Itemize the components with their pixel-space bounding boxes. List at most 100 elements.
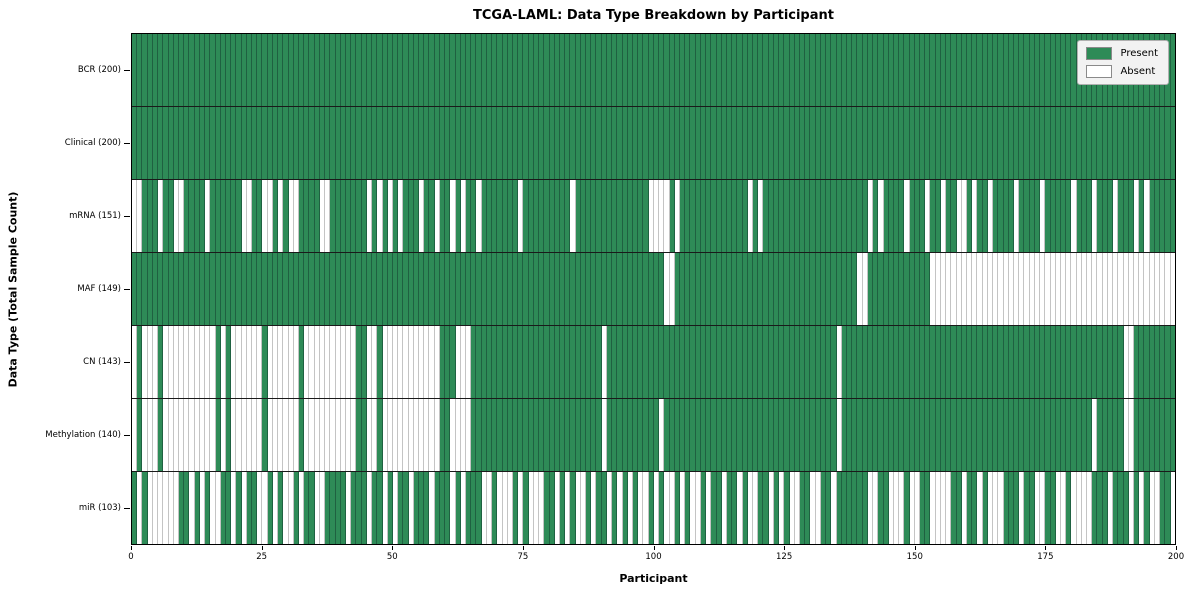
heatmap-cell	[246, 253, 253, 325]
heatmap-cell	[314, 34, 320, 106]
heatmap-cell	[351, 180, 357, 252]
heatmap-cell	[883, 107, 889, 179]
heatmap-cell	[612, 399, 618, 471]
heatmap-cell	[1102, 253, 1108, 325]
heatmap-cell	[1123, 180, 1129, 252]
heatmap-cell	[132, 180, 138, 252]
heatmap-cell	[930, 253, 936, 325]
heatmap-cell	[278, 253, 284, 325]
heatmap-cell	[596, 107, 602, 179]
heatmap-cell	[460, 399, 466, 471]
heatmap-cell	[873, 180, 879, 252]
heatmap-cell	[419, 34, 425, 106]
heatmap-cell	[345, 326, 352, 398]
heatmap-cell	[225, 107, 232, 179]
heatmap-cell	[1102, 326, 1108, 398]
heatmap-cell	[878, 34, 884, 106]
heatmap-cell	[987, 472, 994, 544]
heatmap-cell	[518, 399, 524, 471]
heatmap-cell	[570, 399, 576, 471]
heatmap-cell	[1139, 472, 1145, 544]
heatmap-cell	[471, 472, 477, 544]
heatmap-cell	[1029, 107, 1035, 179]
heatmap-cell	[319, 472, 326, 544]
heatmap-cell	[429, 34, 435, 106]
heatmap-cell	[1128, 253, 1134, 325]
heatmap-cell	[1081, 180, 1088, 252]
heatmap-cell	[434, 399, 440, 471]
heatmap-cell	[387, 253, 393, 325]
heatmap-cell	[502, 399, 508, 471]
heatmap-cell	[466, 472, 472, 544]
heatmap-cell	[199, 326, 206, 398]
heatmap-cell	[158, 253, 164, 325]
heatmap-cell	[904, 107, 910, 179]
heatmap-cell	[967, 399, 973, 471]
heatmap-cell	[1055, 326, 1061, 398]
heatmap-cell	[1003, 472, 1009, 544]
heatmap-cell	[679, 472, 686, 544]
heatmap-cell	[920, 107, 926, 179]
heatmap-cell	[356, 107, 362, 179]
absent-swatch-icon	[1086, 65, 1113, 78]
y-tick-mark	[124, 362, 130, 363]
heatmap-cell	[664, 107, 670, 179]
heatmap-cell	[815, 34, 821, 106]
heatmap-cell	[909, 472, 915, 544]
heatmap-cell	[539, 34, 545, 106]
heatmap-cell	[1003, 253, 1009, 325]
heatmap-cell	[899, 399, 905, 471]
heatmap-cell	[904, 34, 910, 106]
heatmap-cell	[309, 399, 315, 471]
heatmap-cell	[768, 180, 774, 252]
heatmap-cell	[246, 472, 253, 544]
heatmap-cell	[815, 253, 821, 325]
heatmap-cell	[946, 399, 952, 471]
heatmap-cell	[606, 472, 613, 544]
heatmap-cell	[299, 326, 305, 398]
heatmap-cell	[758, 107, 764, 179]
heatmap-cell	[789, 326, 795, 398]
heatmap-cell	[1050, 472, 1056, 544]
heatmap-cell	[721, 326, 727, 398]
heatmap-cell	[445, 253, 451, 325]
heatmap-cell	[168, 253, 174, 325]
heatmap-cell	[293, 472, 299, 544]
heatmap-cell	[288, 180, 294, 252]
heatmap-cell	[570, 253, 576, 325]
heatmap-cell	[173, 253, 179, 325]
heatmap-cell	[299, 34, 305, 106]
heatmap-cell	[392, 326, 399, 398]
heatmap-cell	[481, 107, 487, 179]
heatmap-cell	[220, 326, 226, 398]
heatmap-cell	[888, 180, 894, 252]
heatmap-cell	[935, 399, 941, 471]
heatmap-cell	[408, 399, 414, 471]
heatmap-cell	[173, 34, 179, 106]
heatmap-cell	[356, 399, 362, 471]
heatmap-cell	[199, 472, 206, 544]
heatmap-cell	[299, 399, 305, 471]
heatmap-cell	[836, 326, 842, 398]
heatmap-cell	[476, 399, 482, 471]
heatmap-cell	[800, 107, 806, 179]
heatmap-cell	[1102, 107, 1108, 179]
heatmap-cell	[220, 472, 226, 544]
heatmap-cell	[925, 34, 931, 106]
heatmap-cell	[481, 326, 487, 398]
heatmap-cell	[982, 34, 988, 106]
heatmap-cell	[528, 472, 534, 544]
heatmap-cell	[455, 472, 461, 544]
heatmap-cell	[1087, 253, 1093, 325]
heatmap-cell	[408, 34, 414, 106]
heatmap-cell	[951, 326, 957, 398]
heatmap-cell	[424, 180, 430, 252]
heatmap-cell	[1102, 399, 1108, 471]
heatmap-cell	[940, 326, 947, 398]
heatmap-cell	[455, 399, 461, 471]
heatmap-cell	[304, 253, 310, 325]
heatmap-cell	[779, 107, 785, 179]
heatmap-cell	[549, 34, 555, 106]
heatmap-cell	[335, 326, 341, 398]
heatmap-cell	[920, 180, 926, 252]
